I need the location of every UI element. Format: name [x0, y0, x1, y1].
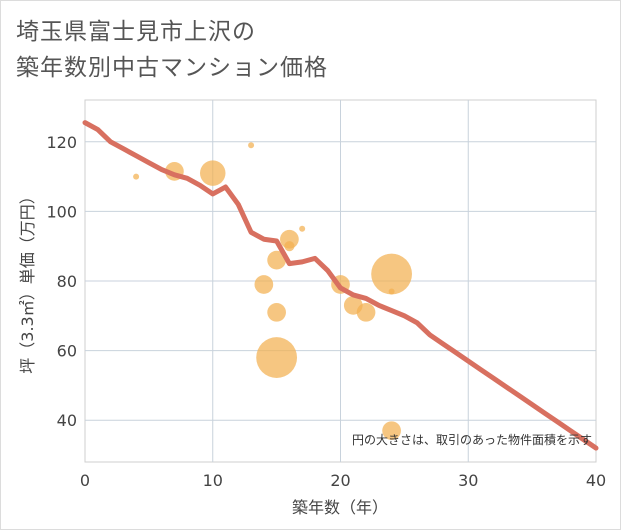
- bubble-point: [299, 225, 306, 232]
- bubble-point: [267, 302, 286, 322]
- bubble-point: [133, 173, 140, 180]
- bubble-point: [371, 253, 412, 295]
- y-tick-label: 120: [46, 133, 77, 152]
- bubble-point: [256, 337, 298, 378]
- bubble-point: [280, 229, 299, 249]
- bubble-point: [267, 250, 286, 270]
- chart-title: 埼玉県富士見市上沢の 築年数別中古マンション価格: [16, 14, 328, 86]
- y-axis-label: 坪（3.3㎡）単価（万円）: [18, 188, 37, 373]
- trend-layer: [82, 120, 599, 451]
- size-note: 円の大きさは、取引のあった物件面積を示す: [352, 432, 592, 447]
- x-tick-label: 0: [80, 471, 90, 490]
- bubble-point: [388, 288, 395, 295]
- bubble-point: [200, 160, 226, 186]
- bubble-layer: [133, 142, 412, 441]
- x-axis-label: 築年数（年）: [292, 498, 388, 517]
- bubble-point: [254, 275, 274, 294]
- bubble-point: [356, 302, 376, 322]
- x-tick-label: 10: [203, 471, 223, 490]
- bubble-point: [248, 142, 255, 149]
- y-tick-label: 60: [57, 342, 77, 361]
- chart-title-line1: 埼玉県富士見市上沢の: [16, 19, 256, 45]
- y-tick-label: 100: [46, 202, 77, 221]
- chart-title-line2: 築年数別中古マンション価格: [16, 55, 328, 81]
- y-tick-label: 40: [57, 411, 77, 430]
- y-tick-label: 80: [57, 272, 77, 291]
- x-tick-label: 20: [330, 471, 350, 490]
- x-tick-label: 40: [586, 471, 606, 490]
- bubble-point: [284, 241, 295, 252]
- tick-labels: 0 10 20 30 40 40 60 80 100 120: [46, 133, 606, 490]
- bubble-point: [382, 421, 401, 441]
- x-tick-label: 30: [458, 471, 478, 490]
- trend-line: [82, 120, 599, 451]
